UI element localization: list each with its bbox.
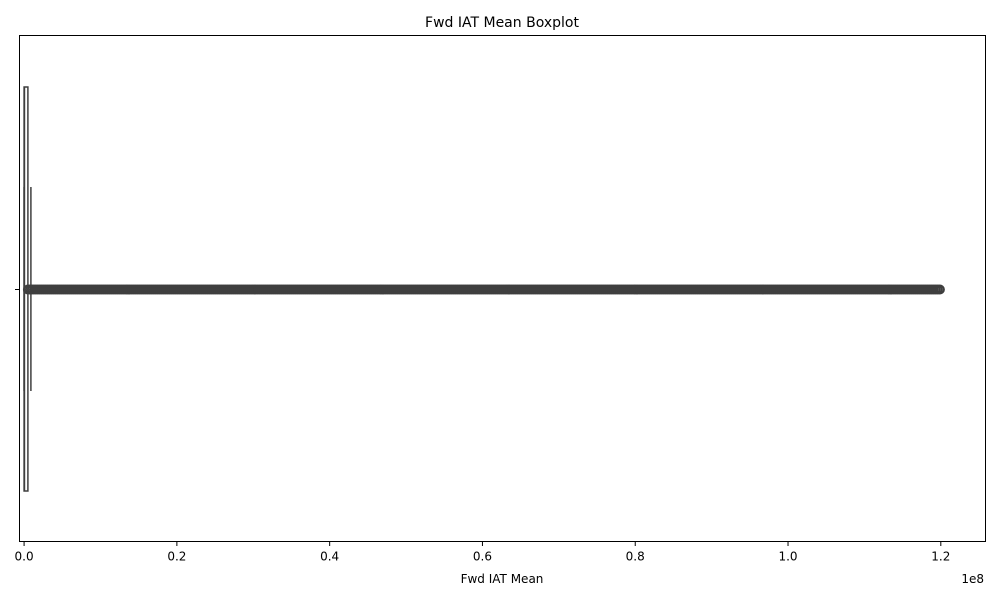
x-tick-label: 0.4	[320, 550, 339, 564]
outlier-point	[934, 284, 945, 295]
chart-title: Fwd IAT Mean Boxplot	[425, 15, 579, 31]
plot-area-frame	[19, 35, 986, 542]
x-tick-label: 0.8	[626, 550, 645, 564]
x-axis-scale-label: 1e8	[961, 572, 984, 586]
x-axis-label: Fwd IAT Mean	[461, 572, 544, 586]
x-tick-label: 0.6	[473, 550, 492, 564]
x-tick-label: 1.0	[778, 550, 797, 564]
x-tick-label: 0.0	[15, 550, 34, 564]
boxplot-series	[22, 86, 945, 492]
x-tick-label: 1.2	[931, 550, 950, 564]
x-tick-label: 0.2	[167, 550, 186, 564]
x-axis-ticks: 0.0 0.2 0.4 0.6 0.8 1.0 1.2	[15, 541, 950, 564]
